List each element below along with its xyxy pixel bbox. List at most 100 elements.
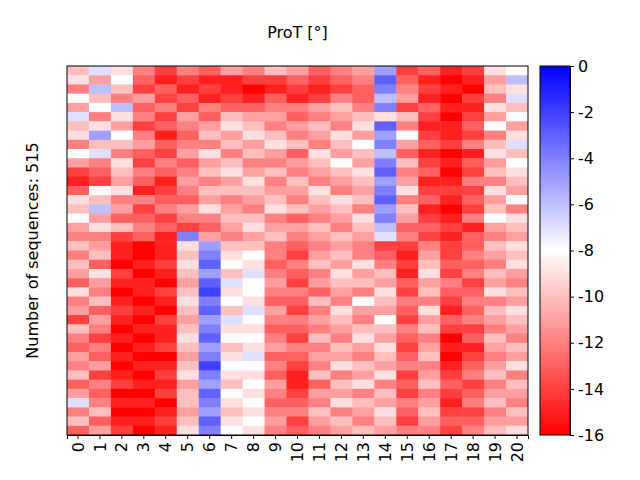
color-bar-tick-label: -6 <box>578 195 594 214</box>
cell <box>199 426 221 435</box>
cell <box>111 232 133 242</box>
cell <box>506 278 528 288</box>
cell <box>89 140 111 150</box>
cell <box>308 287 330 297</box>
cell <box>243 278 265 288</box>
cell <box>177 334 199 344</box>
cell <box>133 177 155 187</box>
cell <box>111 158 133 168</box>
cell <box>155 195 177 205</box>
cell <box>462 241 484 251</box>
cell <box>67 232 89 242</box>
cell <box>418 186 440 196</box>
cell <box>221 66 243 76</box>
cell <box>352 75 374 85</box>
cell <box>506 75 528 85</box>
cell <box>67 370 89 380</box>
cell <box>396 167 418 177</box>
cell <box>374 287 396 297</box>
cell <box>374 417 396 427</box>
cell <box>352 334 374 344</box>
x-tick: 7 <box>222 435 241 452</box>
cell <box>177 232 199 242</box>
cell <box>67 417 89 427</box>
cell <box>396 287 418 297</box>
cell <box>155 398 177 408</box>
cell <box>484 84 506 94</box>
cell <box>221 361 243 371</box>
x-tick-label: 4 <box>156 442 175 452</box>
cell <box>287 121 309 131</box>
color-bar-tick-label: 0 <box>578 57 588 76</box>
cell <box>199 361 221 371</box>
cell <box>462 297 484 307</box>
cell <box>243 204 265 214</box>
cell <box>440 306 462 316</box>
color-bar-tick-label: -4 <box>578 149 594 168</box>
cell <box>374 177 396 187</box>
cell <box>396 278 418 288</box>
cell <box>221 167 243 177</box>
cell <box>199 84 221 94</box>
cell <box>111 167 133 177</box>
cell <box>352 121 374 131</box>
cell <box>484 278 506 288</box>
cell <box>199 352 221 362</box>
cell <box>352 94 374 104</box>
cell <box>374 167 396 177</box>
cell <box>506 167 528 177</box>
cell <box>221 186 243 196</box>
cell <box>330 398 352 408</box>
cell <box>177 315 199 325</box>
cell <box>462 380 484 390</box>
cell <box>352 223 374 233</box>
cell <box>418 84 440 94</box>
cell <box>440 334 462 344</box>
cell <box>374 398 396 408</box>
cell <box>287 370 309 380</box>
cell <box>67 380 89 390</box>
x-tick: 15 <box>398 435 417 462</box>
cell <box>89 103 111 113</box>
cell <box>199 278 221 288</box>
cell <box>89 251 111 261</box>
cell <box>243 66 265 76</box>
cell <box>287 251 309 261</box>
cell <box>89 306 111 316</box>
cell <box>506 177 528 187</box>
x-tick-label: 11 <box>310 442 329 462</box>
cell <box>330 334 352 344</box>
x-tick-mark <box>451 435 452 439</box>
cell <box>330 75 352 85</box>
cell <box>352 287 374 297</box>
cell <box>352 380 374 390</box>
cell <box>418 352 440 362</box>
cell <box>396 398 418 408</box>
cell <box>462 361 484 371</box>
color-bar-tick-label: -16 <box>578 426 604 445</box>
cell <box>221 149 243 159</box>
cell <box>418 214 440 224</box>
cell <box>243 131 265 141</box>
x-tick-mark <box>209 435 210 439</box>
cell <box>396 306 418 316</box>
x-tick: 18 <box>464 435 483 462</box>
cell <box>330 103 352 113</box>
cell <box>265 195 287 205</box>
cell <box>111 389 133 399</box>
cell <box>484 370 506 380</box>
cell <box>462 417 484 427</box>
cell <box>133 84 155 94</box>
cell <box>155 315 177 325</box>
cell <box>111 251 133 261</box>
cell <box>440 352 462 362</box>
cell <box>177 352 199 362</box>
cell <box>199 306 221 316</box>
cell <box>484 131 506 141</box>
cell <box>484 380 506 390</box>
cell <box>374 380 396 390</box>
cell <box>287 315 309 325</box>
cell <box>330 112 352 122</box>
cell <box>287 380 309 390</box>
cell <box>308 223 330 233</box>
